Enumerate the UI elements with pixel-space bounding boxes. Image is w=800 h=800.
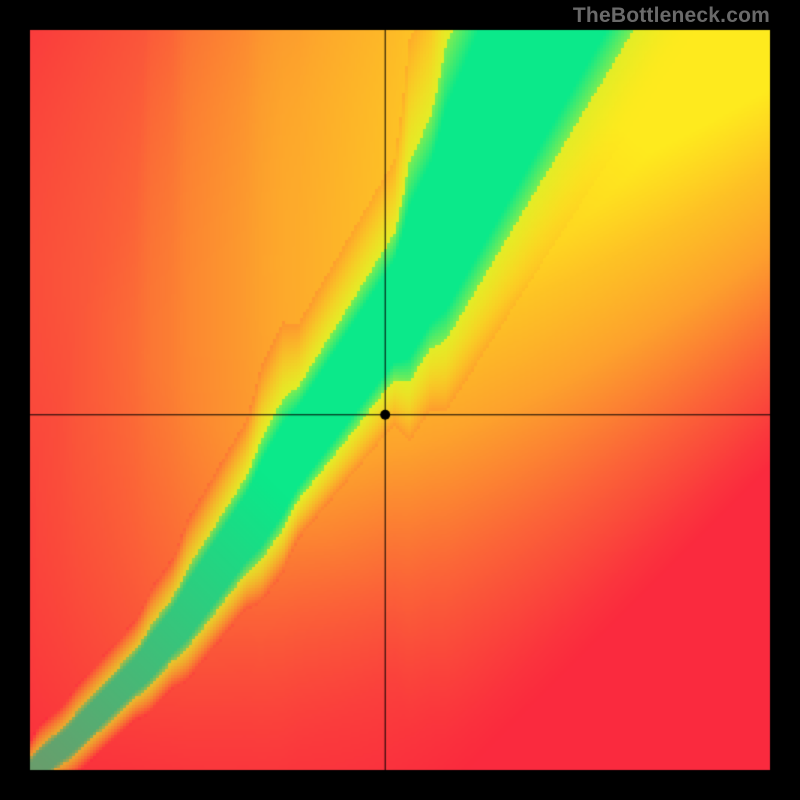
watermark-text: TheBottleneck.com xyxy=(573,4,770,28)
bottleneck-heatmap-canvas xyxy=(0,0,800,800)
